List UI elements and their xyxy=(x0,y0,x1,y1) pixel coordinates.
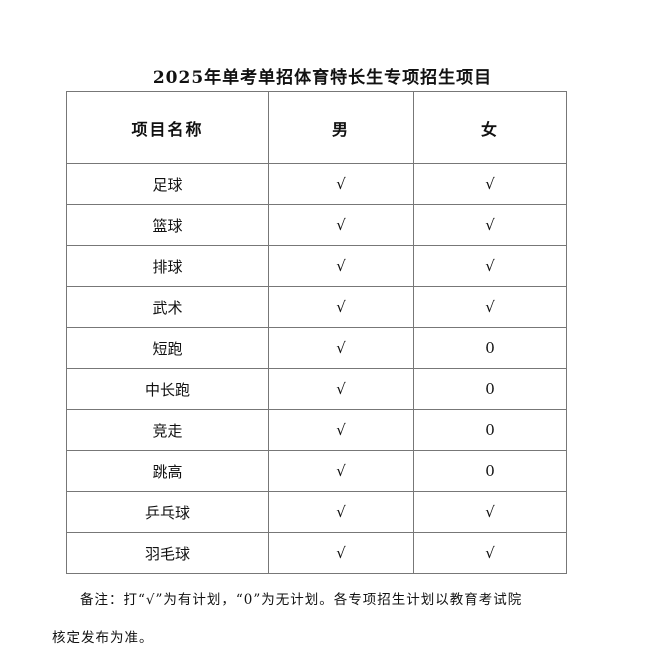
female-cell: √ xyxy=(413,286,567,328)
document-title: 2025年单考单招体育特长生专项招生项目 xyxy=(152,68,493,88)
note-line-2: 核定发布为准。 xyxy=(52,630,154,646)
male-cell: √ xyxy=(268,204,414,246)
column-header: 男 xyxy=(268,91,414,164)
sports-items-table: 项目名称男女 足球 √ √ 篮球 √ √ 排球 √ √ 武术 √ √ 短跑 √ 0 中长跑 √ 0 竞走 √ 0 跳高 √ 0… xyxy=(66,91,567,574)
column-header: 女 xyxy=(413,91,567,164)
item-name-cell: 中长跑 xyxy=(66,368,269,410)
male-cell: √ xyxy=(268,368,414,410)
item-name-cell: 足球 xyxy=(66,163,269,205)
female-cell: 0 xyxy=(413,368,567,410)
item-name-cell: 武术 xyxy=(66,286,269,328)
item-name-cell: 篮球 xyxy=(66,204,269,246)
table-row: 篮球 √ √ xyxy=(66,204,567,246)
male-cell: √ xyxy=(268,163,414,205)
female-cell: √ xyxy=(413,491,567,533)
table-row: 跳高 √ 0 xyxy=(66,450,567,492)
column-header: 项目名称 xyxy=(66,91,269,164)
item-name-cell: 竞走 xyxy=(66,409,269,451)
table-row: 竞走 √ 0 xyxy=(66,409,567,451)
female-cell: √ xyxy=(413,204,567,246)
table-row: 排球 √ √ xyxy=(66,245,567,287)
female-cell: √ xyxy=(413,245,567,287)
male-cell: √ xyxy=(268,409,414,451)
table-row: 中长跑 √ 0 xyxy=(66,368,567,410)
table-row: 羽毛球 √ √ xyxy=(66,532,567,574)
table-row: 乒乓球 √ √ xyxy=(66,491,567,533)
male-cell: √ xyxy=(268,532,414,574)
item-name-cell: 乒乓球 xyxy=(66,491,269,533)
female-cell: √ xyxy=(413,532,567,574)
note-line-1: 备注：打“√”为有计划，“0”为无计划。各专项招生计划以教育考试院 xyxy=(80,592,523,608)
male-cell: √ xyxy=(268,327,414,369)
male-cell: √ xyxy=(268,286,414,328)
item-name-cell: 羽毛球 xyxy=(66,532,269,574)
female-cell: 0 xyxy=(413,450,567,492)
female-cell: 0 xyxy=(413,327,567,369)
male-cell: √ xyxy=(268,491,414,533)
female-cell: 0 xyxy=(413,409,567,451)
table-row: 短跑 √ 0 xyxy=(66,327,567,369)
male-cell: √ xyxy=(268,245,414,287)
item-name-cell: 跳高 xyxy=(66,450,269,492)
female-cell: √ xyxy=(413,163,567,205)
item-name-cell: 短跑 xyxy=(66,327,269,369)
table-row: 足球 √ √ xyxy=(66,163,567,205)
table-row: 武术 √ √ xyxy=(66,286,567,328)
male-cell: √ xyxy=(268,450,414,492)
item-name-cell: 排球 xyxy=(66,245,269,287)
